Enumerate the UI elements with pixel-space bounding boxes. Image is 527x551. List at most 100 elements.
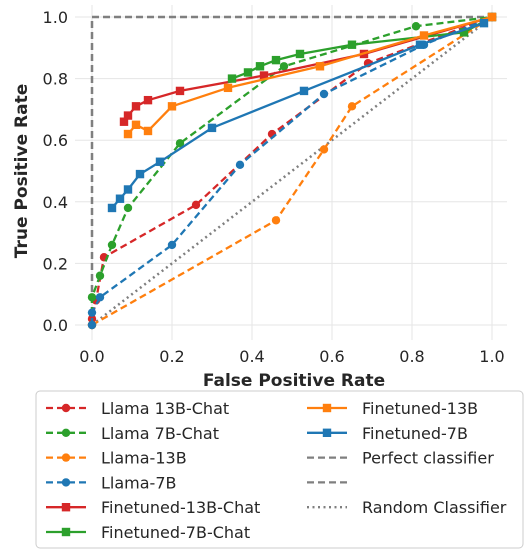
data-point: [87, 293, 97, 302]
legend-entry: Llama 7B-Chat: [46, 424, 219, 443]
data-point: [299, 86, 309, 96]
legend-marker: [61, 478, 71, 487]
data-point: [279, 62, 289, 71]
legend-label: Random Classifier: [362, 498, 507, 517]
y-tick-label: 0.6: [43, 131, 68, 150]
data-point: [243, 68, 253, 77]
legend-label: Finetuned-7B-Chat: [101, 523, 250, 542]
legend-label: Llama 7B-Chat: [101, 424, 219, 443]
legend-label: Finetuned-13B: [362, 399, 478, 418]
legend-entry: Finetuned-7B-Chat: [46, 523, 250, 542]
data-point: [131, 120, 141, 129]
data-point: [347, 102, 357, 111]
legend-label: Perfect classifier: [362, 449, 494, 468]
legend-entry: Random Classifier: [307, 498, 507, 517]
series-line: [90, 15, 492, 325]
data-point: [175, 86, 185, 96]
data-point: [479, 18, 489, 28]
data-point: [487, 12, 497, 22]
data-point: [167, 240, 177, 250]
data-point: [223, 83, 233, 93]
data-point: [235, 160, 245, 170]
x-tick-label: 0.6: [319, 347, 344, 366]
y-tick-label: 1.0: [43, 8, 68, 27]
data-point: [347, 40, 357, 49]
data-point: [135, 169, 145, 179]
data-point: [295, 49, 305, 59]
x-tick-label: 0.2: [159, 347, 184, 366]
plot-series: [87, 12, 497, 330]
data-point: [107, 203, 117, 213]
legend-marker: [61, 403, 71, 413]
data-point: [87, 308, 97, 317]
data-point: [271, 216, 281, 225]
legend-label: Llama-13B: [101, 449, 187, 468]
data-point: [271, 55, 281, 65]
legend-entry: Llama-13B: [46, 449, 187, 468]
data-point: [95, 271, 105, 280]
legend-marker: [61, 453, 71, 462]
legend-entry: Llama-7B: [46, 473, 176, 492]
y-axis-ticks: 0.0 0.2 0.4 0.6 0.8 1.0: [43, 8, 68, 335]
data-point: [155, 157, 165, 166]
legend-marker: [61, 527, 71, 537]
data-point: [87, 320, 97, 330]
data-point: [315, 62, 325, 71]
legend-label: Llama 13B-Chat: [101, 399, 229, 418]
data-point: [207, 123, 217, 133]
y-axis-label: True Positive Rate: [12, 84, 32, 258]
series-line: [91, 16, 493, 326]
data-point: [115, 194, 125, 203]
legend-entry: Perfect classifier: [307, 449, 494, 468]
data-point: [131, 102, 141, 111]
data-point: [175, 139, 185, 148]
data-point: [123, 185, 133, 194]
legend-marker: [61, 503, 71, 512]
data-point: [191, 200, 201, 210]
data-point: [411, 22, 421, 31]
data-point: [123, 203, 133, 213]
legend-entry: Llama 13B-Chat: [46, 399, 229, 418]
data-point: [319, 145, 329, 154]
legend-entry: Finetuned-13B: [307, 399, 478, 418]
reference-lines: [90, 15, 493, 326]
legend-label: Finetuned-13B-Chat: [101, 498, 260, 517]
data-point: [319, 89, 329, 99]
data-point: [123, 129, 133, 139]
x-axis-ticks: 0.0 0.2 0.4 0.6 0.8 1.0: [79, 347, 504, 366]
x-tick-label: 0.8: [399, 347, 424, 366]
x-axis-label: False Positive Rate: [203, 371, 385, 391]
data-point: [255, 62, 265, 71]
series-line: [231, 15, 493, 80]
x-tick-label: 1.0: [479, 347, 504, 366]
data-point: [107, 240, 117, 250]
legend-label: Finetuned-7B: [362, 424, 468, 443]
legend-label: Llama-7B: [101, 473, 176, 492]
legend-entry: Finetuned-13B-Chat: [46, 498, 260, 517]
data-point: [259, 71, 269, 80]
data-point: [143, 126, 153, 136]
y-tick-label: 0.2: [43, 254, 68, 273]
data-point: [123, 111, 133, 120]
data-point: [95, 293, 105, 302]
y-tick-label: 0.4: [43, 193, 68, 212]
data-point: [167, 102, 177, 111]
legend-marker: [322, 403, 332, 413]
legend: Llama 13B-Chat Llama 7B-Chat Llama-13B Llam…: [35, 390, 524, 549]
legend-entry: Finetuned-7B: [307, 424, 468, 443]
x-tick-label: 0.0: [79, 347, 104, 366]
data-point: [459, 28, 469, 37]
y-tick-label: 0.8: [43, 70, 68, 89]
data-point: [419, 31, 429, 40]
y-tick-label: 0.0: [43, 316, 68, 335]
data-point: [227, 74, 237, 83]
data-point: [119, 117, 129, 126]
legend-frame: [35, 390, 524, 549]
x-tick-label: 0.4: [239, 347, 264, 366]
legend-marker: [61, 428, 71, 437]
legend-marker: [322, 428, 332, 437]
data-point: [415, 40, 425, 49]
series-line: [90, 15, 493, 325]
data-point: [143, 95, 153, 105]
